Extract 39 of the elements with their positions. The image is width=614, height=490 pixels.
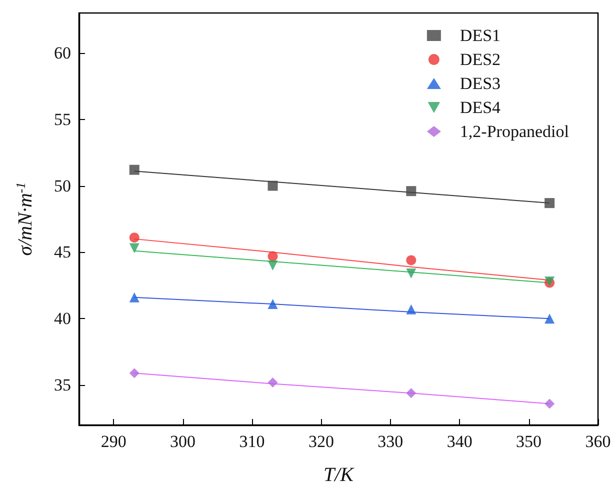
point bbox=[268, 180, 278, 191]
point bbox=[129, 164, 140, 175]
point bbox=[129, 292, 140, 302]
y-tick-label: 45 bbox=[54, 242, 71, 262]
point bbox=[268, 299, 278, 310]
point bbox=[268, 260, 278, 271]
y-tick-label: 40 bbox=[54, 309, 71, 328]
legend-label: DES3 bbox=[460, 74, 501, 93]
point bbox=[406, 268, 416, 278]
point bbox=[406, 255, 416, 266]
point bbox=[544, 398, 555, 409]
point bbox=[129, 243, 140, 254]
y-tick-label: 55 bbox=[54, 110, 71, 129]
y-axis-title: σ/mN·m-1 bbox=[13, 182, 36, 256]
legend-label: 1,2-Propanediol bbox=[460, 122, 570, 141]
point bbox=[268, 251, 278, 262]
legend-label: DES4 bbox=[460, 98, 502, 117]
point bbox=[544, 198, 555, 208]
point bbox=[544, 314, 555, 324]
x-tick-label: 330 bbox=[378, 432, 404, 451]
x-tick-label: 300 bbox=[170, 432, 196, 451]
point bbox=[129, 368, 140, 378]
x-tick-label: 310 bbox=[239, 432, 265, 451]
point bbox=[406, 186, 416, 196]
legend-label: DES2 bbox=[460, 50, 501, 69]
x-tick-label: 360 bbox=[585, 432, 611, 451]
x-tick-label: 320 bbox=[308, 432, 334, 451]
legend-label: DES1 bbox=[460, 26, 501, 45]
y-tick-label: 60 bbox=[54, 43, 71, 62]
point bbox=[406, 304, 416, 314]
x-tick-label: 290 bbox=[100, 432, 126, 451]
x-tick-label: 340 bbox=[446, 432, 472, 451]
x-axis-title: T/K bbox=[323, 464, 356, 486]
point bbox=[406, 388, 416, 398]
point bbox=[268, 377, 278, 388]
point bbox=[129, 232, 140, 243]
y-tick-label: 50 bbox=[54, 176, 71, 196]
x-tick-label: 350 bbox=[516, 432, 542, 451]
y-tick-label: 35 bbox=[54, 376, 71, 395]
